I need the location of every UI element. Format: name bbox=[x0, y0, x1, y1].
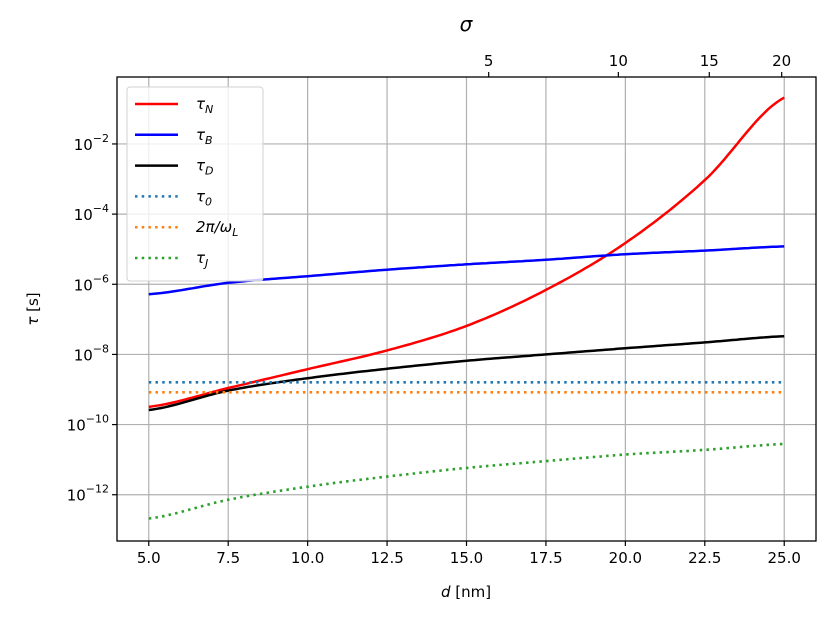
top-x-tick-label: 10 bbox=[609, 52, 628, 70]
y-tick-label: 10−2 bbox=[74, 132, 109, 154]
series-line-2 bbox=[148, 334, 785, 412]
legend-label: τD bbox=[196, 157, 214, 178]
y-axis-label: τ [s] bbox=[24, 292, 42, 325]
x-axis-label: d [nm] bbox=[441, 583, 491, 601]
y-axis: 10−2 10−4 10−6 10−8 10−10 10−12 bbox=[67, 132, 117, 505]
top-x-tick-label: 15 bbox=[700, 52, 719, 70]
x-tick-label: 17.5 bbox=[529, 549, 562, 567]
legend: τN τB τD τ0 2π/ωL τJ bbox=[126, 86, 264, 282]
x-tick-label: 10.0 bbox=[291, 549, 324, 567]
legend-label: τ0 bbox=[196, 187, 212, 208]
series-line-0 bbox=[148, 96, 785, 409]
series-line-5 bbox=[148, 442, 785, 520]
y-tick-label: 10−12 bbox=[67, 483, 109, 505]
y-tick-label: 10−4 bbox=[74, 202, 109, 224]
y-tick-label: 10−6 bbox=[74, 272, 109, 294]
top-x-axis-label: σ bbox=[460, 12, 474, 36]
x-tick-label: 12.5 bbox=[370, 549, 403, 567]
y-tick-label: 10−8 bbox=[74, 342, 109, 364]
x-tick-label: 20.0 bbox=[609, 549, 642, 567]
legend-label: τJ bbox=[196, 249, 208, 270]
top-x-tick-label: 5 bbox=[484, 52, 494, 70]
top-x-tick-label: 20 bbox=[772, 52, 791, 70]
top-x-axis: 5 10 15 20 bbox=[484, 52, 791, 77]
x-tick-label: 5.0 bbox=[137, 549, 161, 567]
x-tick-label: 15.0 bbox=[450, 549, 483, 567]
legend-label: τN bbox=[196, 95, 213, 116]
x-tick-label: 25.0 bbox=[768, 549, 801, 567]
legend-box bbox=[126, 86, 264, 282]
y-tick-label: 10−10 bbox=[67, 413, 109, 435]
legend-label: τB bbox=[196, 126, 213, 147]
x-tick-label: 22.5 bbox=[688, 549, 721, 567]
x-tick-label: 7.5 bbox=[216, 549, 240, 567]
legend-label: 2π/ωL bbox=[196, 218, 238, 239]
x-axis: 5.0 7.5 10.0 12.5 15.0 17.5 20.0 22.5 25.0 bbox=[137, 541, 801, 567]
